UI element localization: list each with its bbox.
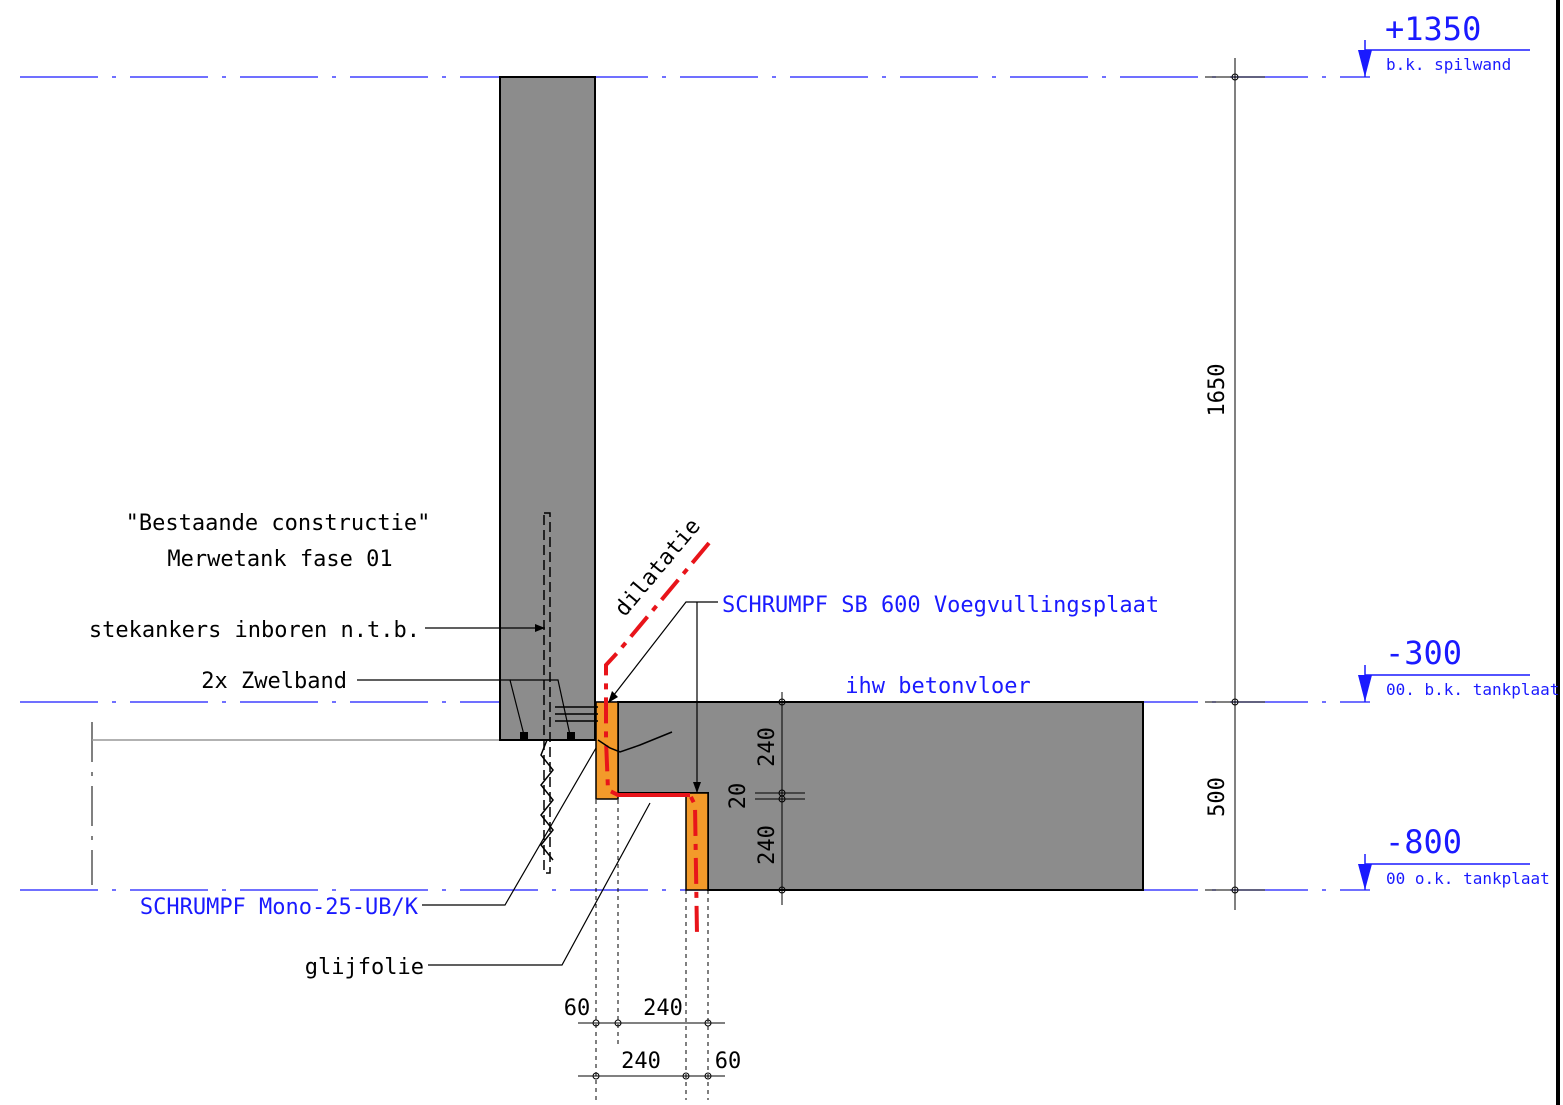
arrow-schrumpf-sb — [608, 691, 618, 703]
mono-joint-profile — [597, 731, 673, 753]
dim-tick-step-b — [778, 795, 786, 803]
level-marker-mid: -300 00. b.k. tankplaat — [1358, 634, 1559, 702]
label-existing-line1: "Bestaande constructie" — [126, 511, 431, 536]
label-schrumpf-sb: SCHRUMPF SB 600 Voegvullingsplaat — [722, 593, 1159, 618]
level-mid-value: -300 — [1385, 634, 1462, 672]
level-marker-top: +1350 b.k. spilwand — [1358, 10, 1530, 77]
dim-tick-step-top — [778, 698, 786, 706]
leader-zwelband-2 — [510, 679, 571, 736]
anchor-zigzag — [540, 739, 554, 861]
dim-tick-b1 — [592, 1019, 600, 1027]
dim-240-lower: 240 — [755, 825, 780, 865]
label-stekankers: stekankers inboren n.t.b. — [89, 618, 420, 643]
leader-mono — [422, 747, 597, 906]
level-mid-label: 00. b.k. tankplaat — [1386, 680, 1559, 699]
dim-1650: 1650 — [1205, 364, 1230, 417]
dim-240-bottom-top: 240 — [643, 996, 683, 1021]
anchor-bar — [543, 512, 551, 874]
level-bottom-label: 00 o.k. tankplaat — [1386, 869, 1550, 888]
dilatation-line — [604, 541, 711, 936]
dim-240-bottom-bottom: 240 — [621, 1049, 661, 1074]
level-bottom-value: -800 — [1385, 823, 1462, 861]
label-dilatatie: dilatatie — [610, 514, 706, 621]
dim-500: 500 — [1205, 777, 1230, 817]
label-glijfolie: glijfolie — [305, 955, 424, 980]
leader-zwelband-1 — [357, 679, 525, 736]
leader-glijfolie — [428, 802, 651, 966]
level-top-value: +1350 — [1385, 10, 1481, 48]
dim-60-left: 60 — [564, 996, 591, 1021]
dim-60-right: 60 — [715, 1049, 742, 1074]
label-zwelband: 2x Zwelband — [201, 669, 347, 694]
dim-tick-step-bottom — [778, 886, 786, 894]
dim-tick-top — [1231, 73, 1239, 81]
dim-tick-b3 — [704, 1019, 712, 1027]
dim-tick-b4 — [592, 1072, 600, 1080]
level-marker-bottom: -800 00 o.k. tankplaat — [1358, 823, 1550, 890]
dim-tick-b6 — [704, 1072, 712, 1080]
existing-wall — [499, 76, 596, 741]
dim-tick-b5 — [682, 1072, 690, 1080]
leader-schrumpf-sb — [609, 601, 718, 701]
dim-tick-b2 — [614, 1019, 622, 1027]
arrow-schrumpf-sb-down — [693, 782, 701, 793]
dim-tick-bottom — [1231, 886, 1239, 894]
label-schrumpf-mono: SCHRUMPF Mono-25-UB/K — [140, 895, 419, 920]
zwelband-marker-1 — [520, 732, 528, 740]
zwelband-marker-2 — [567, 732, 575, 740]
label-existing-line2: Merwetank fase 01 — [167, 547, 392, 572]
dim-tick-mid — [1231, 698, 1239, 706]
dim-240-upper: 240 — [755, 727, 780, 767]
arrow-stekankers — [535, 624, 545, 632]
label-betonvloer: ihw betonvloer — [845, 674, 1030, 699]
dim-20: 20 — [726, 783, 751, 810]
level-top-label: b.k. spilwand — [1386, 55, 1511, 74]
